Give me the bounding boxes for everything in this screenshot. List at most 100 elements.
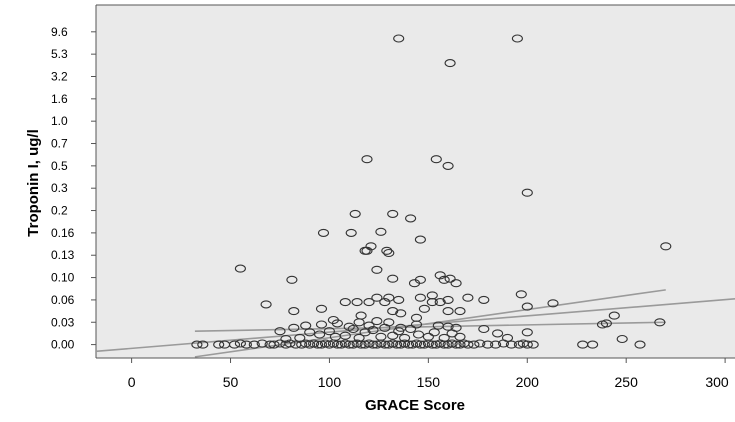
- data-point: [450, 323, 462, 332]
- data-point: [331, 340, 343, 349]
- data-point: [286, 275, 298, 284]
- data-point: [294, 333, 306, 342]
- data-point: [323, 327, 335, 336]
- x-tick-label: 250: [615, 374, 639, 390]
- data-point: [314, 330, 326, 339]
- data-point: [654, 318, 666, 327]
- data-point: [414, 340, 426, 349]
- data-point: [505, 340, 517, 349]
- data-point: [343, 322, 355, 331]
- data-point: [399, 333, 411, 342]
- data-point: [418, 304, 430, 313]
- data-point: [462, 293, 474, 302]
- data-point: [213, 340, 225, 349]
- data-point: [414, 235, 426, 244]
- data-point: [351, 298, 363, 307]
- data-point: [521, 328, 533, 337]
- data-point: [327, 315, 339, 325]
- data-point: [312, 340, 324, 349]
- data-point: [317, 228, 330, 237]
- data-point: [363, 321, 375, 330]
- x-tick-label: 0: [128, 374, 136, 390]
- data-point: [412, 330, 425, 339]
- data-point: [375, 332, 387, 341]
- data-point: [414, 293, 426, 302]
- data-point: [515, 290, 527, 299]
- x-tick-label: 50: [223, 374, 239, 390]
- y-tick-label: 0.3: [51, 181, 68, 195]
- data-point: [387, 274, 399, 283]
- data-point: [454, 332, 466, 341]
- data-point: [367, 340, 379, 349]
- y-tick-label: 1.0: [51, 114, 68, 128]
- data-point: [367, 326, 379, 335]
- data-point: [482, 340, 494, 349]
- data-point: [284, 339, 296, 348]
- data-point: [234, 264, 246, 273]
- data-point: [490, 340, 502, 349]
- x-axis: 0 50 100 150 200 250 300: [128, 358, 729, 390]
- data-point: [474, 339, 486, 348]
- data-point: [379, 298, 391, 307]
- y-tick-label: 0.7: [51, 137, 68, 151]
- data-point: [387, 209, 399, 218]
- x-tick-label: 100: [318, 374, 342, 390]
- data-point: [240, 340, 252, 349]
- data-point: [345, 228, 357, 237]
- data-point: [355, 311, 367, 320]
- data-point: [660, 242, 672, 251]
- y-tick-label: 0.16: [51, 226, 75, 240]
- data-point: [442, 322, 454, 331]
- data-point: [511, 34, 523, 43]
- data-points: [191, 34, 672, 349]
- data-point: [347, 324, 359, 334]
- data-point: [387, 307, 399, 316]
- data-point: [521, 188, 533, 197]
- data-point: [343, 340, 355, 349]
- data-point: [547, 299, 559, 308]
- data-point: [383, 318, 395, 327]
- data-point: [363, 298, 375, 307]
- data-point: [387, 331, 399, 340]
- data-point: [478, 324, 490, 334]
- data-point: [228, 340, 241, 349]
- data-point: [600, 319, 612, 328]
- data-point: [256, 339, 268, 348]
- x-tick-label: 300: [705, 374, 729, 390]
- data-point: [521, 340, 533, 349]
- data-point: [371, 317, 383, 326]
- data-point: [426, 340, 438, 349]
- y-tick-label: 3.2: [51, 69, 68, 83]
- data-point: [462, 340, 474, 349]
- data-point: [383, 293, 395, 302]
- data-point: [438, 275, 450, 284]
- x-tick-label: 150: [417, 374, 441, 390]
- data-point: [339, 331, 351, 340]
- data-point: [315, 304, 328, 313]
- data-point: [587, 340, 599, 349]
- data-point: [478, 295, 490, 304]
- data-point: [361, 155, 373, 164]
- data-point: [468, 340, 480, 349]
- y-axis: 0.00 0.03 0.06 0.10 0.13 0.16 0.2 0.3 0.5 0.7 1.0 1…: [51, 25, 96, 352]
- data-point: [280, 334, 292, 344]
- data-point: [521, 302, 533, 311]
- y-tick-label: 1.6: [51, 92, 68, 106]
- y-tick-label: 0.03: [51, 315, 75, 329]
- x-axis-label: GRACE Score: [365, 397, 465, 414]
- data-point: [426, 298, 438, 307]
- fit-line: [194, 289, 666, 358]
- y-tick-label: 9.6: [51, 25, 68, 39]
- data-point: [304, 328, 316, 337]
- data-point: [438, 333, 450, 342]
- data-point: [381, 246, 393, 255]
- data-point: [405, 214, 417, 223]
- data-point: [191, 340, 203, 349]
- data-point: [315, 320, 328, 329]
- data-point: [234, 339, 246, 348]
- data-point: [410, 313, 423, 322]
- data-point: [527, 340, 539, 349]
- data-point: [391, 340, 403, 349]
- data-point: [454, 307, 466, 316]
